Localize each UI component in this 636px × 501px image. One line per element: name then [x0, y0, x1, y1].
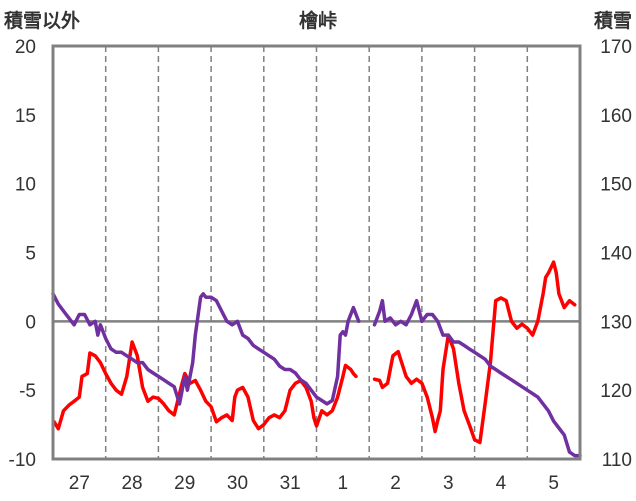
- chart-title: 檜峠: [299, 9, 337, 32]
- x-tick-label: 27: [69, 473, 90, 494]
- y-axis-right-ticks: 170 160 150 140 130 120 110: [600, 37, 632, 471]
- x-axis-ticks: 27 28 29 30 31 1 2 3 4 5: [69, 473, 559, 494]
- y-left-tick-label: 0: [25, 312, 36, 333]
- x-tick-label: 30: [227, 473, 248, 494]
- y-right-tick-label: 130: [600, 312, 632, 333]
- y-right-tick-label: 140: [600, 244, 632, 265]
- series-2-segment-2: [372, 298, 582, 458]
- y-right-tick-label: 110: [602, 450, 632, 471]
- y-left-tick-label: -5: [19, 381, 36, 402]
- right-axis-label: 積雪: [594, 9, 632, 32]
- x-tick-label: 4: [496, 473, 507, 494]
- y-right-tick-label: 160: [600, 106, 632, 127]
- x-tick-label: 1: [338, 473, 349, 494]
- left-axis-label: 積雪以外: [4, 9, 80, 32]
- y-left-tick-label: 10: [15, 175, 36, 196]
- y-right-tick-label: 150: [600, 175, 632, 196]
- series-2-segment-1: [51, 292, 361, 406]
- plot-frame: [51, 44, 582, 461]
- y-right-tick-label: 170: [600, 37, 632, 58]
- x-tick-label: 3: [443, 473, 454, 494]
- series-1-segment-2: [372, 260, 577, 445]
- x-tick-label: 5: [548, 473, 559, 494]
- y-axis-left-ticks: 20 15 10 5 0 -5 -10: [9, 37, 36, 471]
- x-tick-label: 29: [174, 473, 195, 494]
- series-1-segment-1: [52, 340, 358, 431]
- y-right-tick-label: 120: [600, 381, 632, 402]
- y-left-tick-label: 5: [25, 244, 36, 265]
- series-lines: [51, 260, 582, 458]
- x-tick-label: 31: [280, 473, 301, 494]
- y-left-tick-label: -10: [9, 450, 36, 471]
- y-left-tick-label: 20: [15, 37, 36, 58]
- x-tick-label: 2: [390, 473, 401, 494]
- x-tick-label: 28: [121, 473, 142, 494]
- y-left-tick-label: 15: [15, 106, 36, 127]
